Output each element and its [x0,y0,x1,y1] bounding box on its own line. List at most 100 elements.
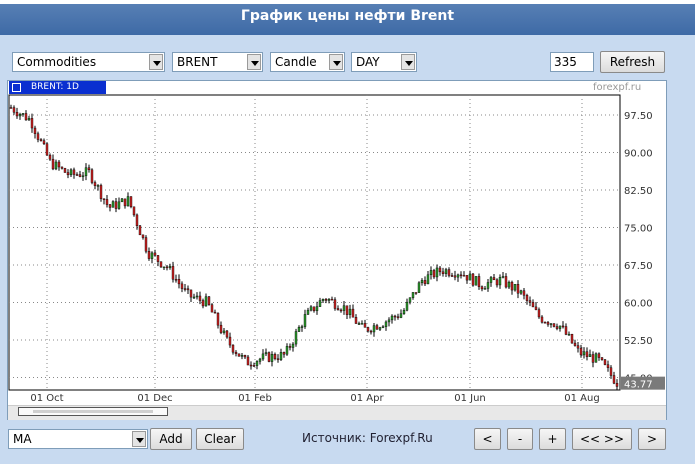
candle-down [231,344,235,353]
candle-down [366,327,370,332]
candle-down [516,284,520,294]
candle-up [300,326,304,328]
chart-area[interactable] [7,80,667,420]
period-select-value: DAY [356,55,380,69]
candle-up [21,113,25,115]
add-indicator-button[interactable]: Add [150,428,192,450]
candle-down [93,182,97,186]
candle-down [42,140,46,144]
candle-down [30,118,34,129]
candle-down [537,309,541,318]
candle-up [264,352,268,355]
candle-down [129,196,133,208]
candle-up [420,280,424,284]
candle-up [426,274,430,285]
x-tick-label: 01 Feb [238,393,272,404]
candle-up [402,310,406,314]
candle-down [171,266,175,280]
chart-scrollbar[interactable] [8,405,666,420]
clear-indicators-button[interactable]: Clear [196,428,244,450]
symbol-select-value: BRENT [177,55,218,69]
chart-style-select-value: Candle [275,55,317,69]
candle-down [363,323,367,328]
candle-up [117,201,121,209]
x-tick-label: 01 Aug [564,393,599,404]
candle-down [180,283,184,289]
symbol-select[interactable]: BRENT [172,52,263,72]
zoom-out-button[interactable]: - [507,428,533,450]
candle-down [525,295,529,301]
scroll-right-button[interactable]: > [638,428,666,450]
candle-up [261,353,265,360]
candle-up [327,298,331,301]
candle-down [555,326,559,329]
y-tick-label: 60.00 [624,299,653,310]
candle-down [606,364,610,368]
candle-down [234,351,238,354]
candle-down [393,315,397,318]
y-tick-label: 52.50 [624,336,653,347]
bars-count-input[interactable]: 335 [550,52,594,72]
refresh-button[interactable]: Refresh [600,51,665,73]
chevron-down-icon[interactable] [401,54,415,70]
candle-down [144,237,148,252]
chevron-down-icon[interactable] [247,54,261,70]
candle-down [324,299,328,301]
candle-up [357,323,361,325]
candle-down [243,355,247,358]
indicator-select-value: MA [13,432,32,446]
legend-toggle-icon[interactable] [12,83,21,92]
candle-down [189,289,193,298]
candle-down [216,312,220,326]
candle-down [177,279,181,285]
candle-down [183,288,187,290]
candle-up [111,201,115,208]
candle-up [594,353,598,363]
candle-up [588,354,592,357]
candle-up [303,314,307,327]
chart-style-select[interactable]: Candle [270,52,345,72]
candle-up [390,315,394,321]
candle-down [237,353,241,357]
candle-down [528,300,532,303]
candle-down [174,278,178,281]
x-tick-label: 01 Oct [30,393,63,404]
candle-down [510,281,514,291]
fit-all-button[interactable]: << >> [572,428,632,450]
candle-down [465,275,469,281]
candle-up [498,277,502,286]
candle-down [480,286,484,290]
candle-down [252,365,256,367]
candle-up [417,282,421,293]
group-select-value: Commodities [17,55,97,69]
candle-down [75,174,79,176]
candle-down [564,326,568,335]
zoom-in-button[interactable]: + [539,428,566,450]
candle-down [153,252,157,256]
candle-down [102,198,106,200]
candle-down [552,323,556,327]
chevron-down-icon[interactable] [329,54,343,70]
scrollbar-thumb[interactable] [18,407,168,416]
period-select[interactable]: DAY [351,52,417,72]
candle-down [57,161,61,168]
candle-down [453,275,457,278]
candle-down [90,169,94,183]
candle-down [282,352,286,355]
chevron-down-icon[interactable] [132,431,146,447]
chevron-down-icon[interactable] [149,54,163,70]
candle-down [396,316,400,318]
candle-up [558,325,562,329]
candle-up [297,327,301,332]
candle-down [288,346,292,348]
scroll-left-button[interactable]: < [474,428,501,450]
candle-up [507,281,511,288]
candle-down [249,364,253,367]
candle-down [267,352,271,362]
candle-up [384,321,388,327]
candle-down [570,333,574,344]
indicator-select[interactable]: MA [8,429,148,449]
candle-down [9,107,13,109]
group-select[interactable]: Commodities [12,52,165,72]
candle-up [381,326,385,328]
